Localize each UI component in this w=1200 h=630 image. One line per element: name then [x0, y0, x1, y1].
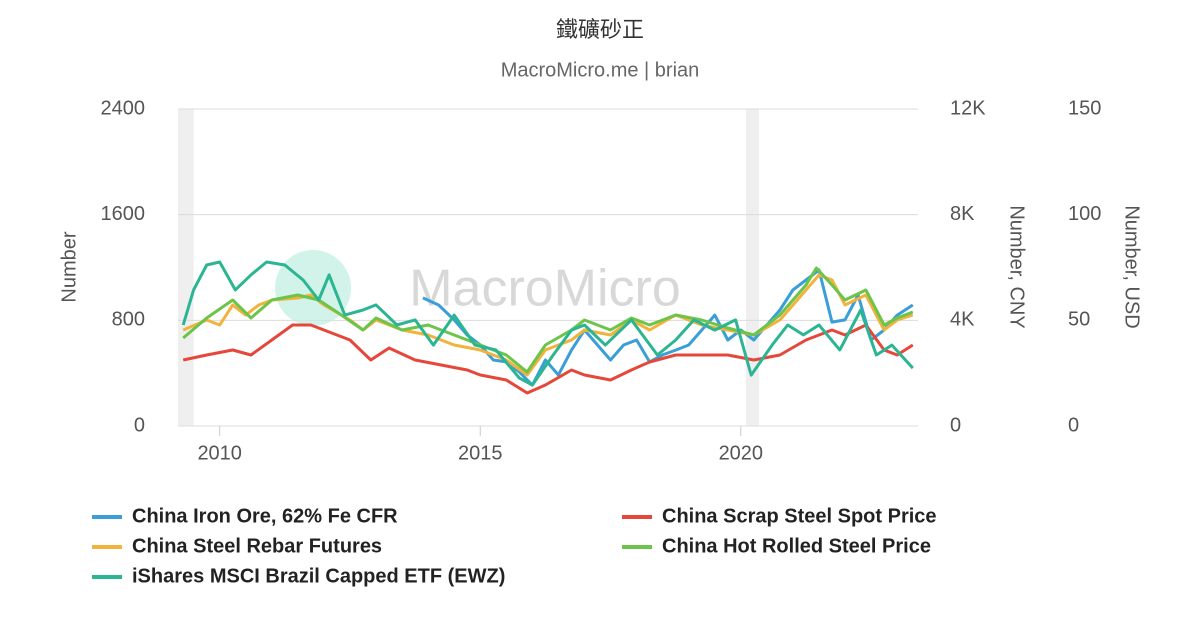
legend-label: China Scrap Steel Spot Price — [662, 505, 937, 527]
series-line — [181, 260, 914, 387]
shaded-range — [178, 109, 194, 426]
chart-title: 鐵礦砂正 — [556, 17, 644, 42]
y3-axis-label: Number, USD — [1121, 205, 1143, 328]
legend-label: China Steel Rebar Futures — [132, 535, 382, 557]
shaded-range — [746, 109, 760, 426]
y2-tick-label: 0 — [950, 414, 961, 436]
y2-tick-label: 4K — [950, 309, 975, 331]
x-tick-label: 2020 — [719, 442, 764, 464]
y-tick-label: 2400 — [101, 97, 146, 119]
y-tick-label: 1600 — [101, 203, 146, 225]
legend-label: China Iron Ore, 62% Fe CFR — [132, 505, 398, 527]
x-tick-label: 2015 — [458, 442, 503, 464]
y3-tick-label: 100 — [1068, 203, 1101, 225]
y-tick-label: 800 — [112, 309, 145, 331]
y2-tick-label: 12K — [950, 97, 986, 119]
legend-label: China Hot Rolled Steel Price — [662, 535, 931, 557]
legend-label: iShares MSCI Brazil Capped ETF (EWZ) — [132, 565, 505, 587]
x-tick-label: 2010 — [197, 442, 242, 464]
y3-tick-label: 150 — [1068, 97, 1101, 119]
y-axis-label: Number — [58, 231, 80, 302]
watermark: MacroMicro — [409, 260, 681, 318]
y2-tick-label: 8K — [950, 203, 975, 225]
series-line — [182, 323, 914, 395]
y3-tick-label: 50 — [1068, 309, 1090, 331]
y-tick-label: 0 — [134, 414, 145, 436]
y3-tick-label: 0 — [1068, 414, 1079, 436]
y2-axis-label: Number, CNY — [1006, 205, 1028, 328]
chart-subtitle: MacroMicro.me | brian — [501, 59, 700, 81]
